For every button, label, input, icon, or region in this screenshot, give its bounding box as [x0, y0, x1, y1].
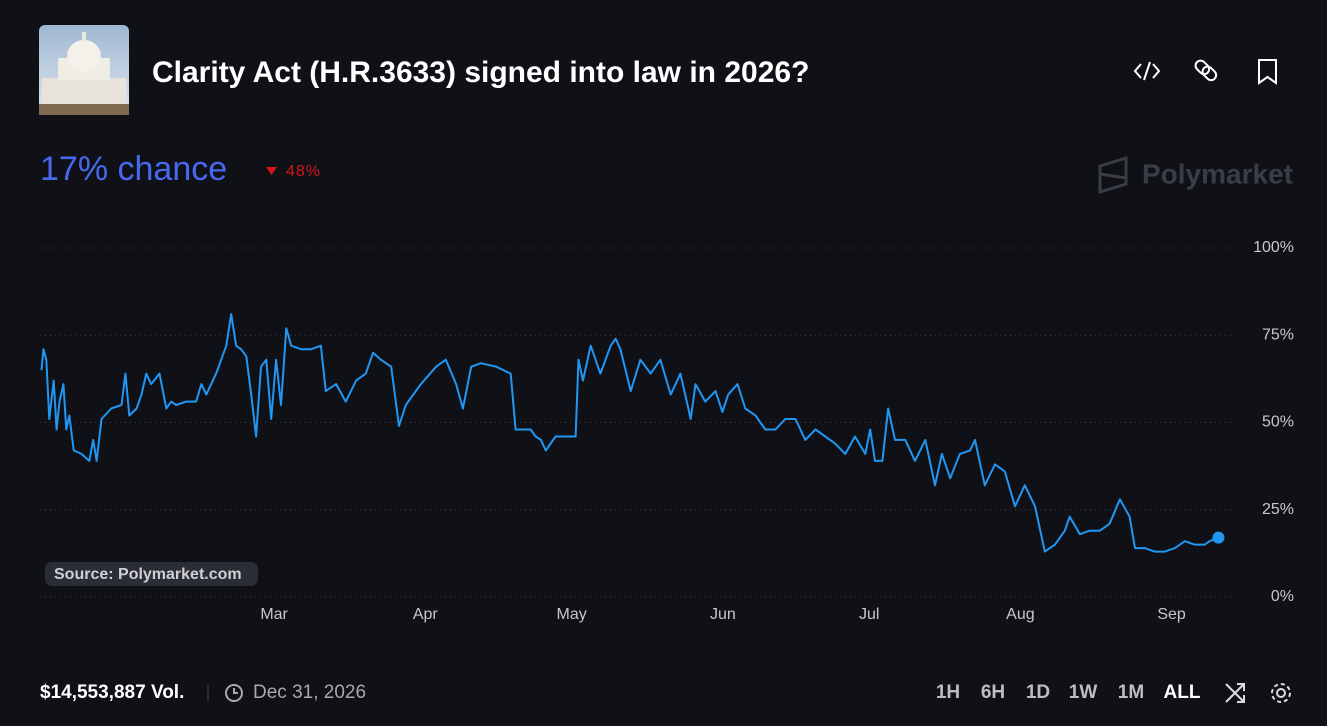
range-buttons: 1H 6H 1D 1W 1M ALL [936, 682, 1201, 703]
x-tick-label: Apr [413, 606, 439, 623]
volume: $14,553,887 Vol. [40, 682, 184, 703]
range-button[interactable]: 6H [981, 682, 1005, 703]
price-line [40, 313, 1219, 553]
down-arrow [266, 167, 277, 175]
clock-icon [225, 684, 243, 702]
x-tick-label: Sep [1157, 606, 1186, 623]
x-tick-label: Mar [260, 606, 288, 623]
source: Source: Polymarket.com [54, 566, 242, 583]
end-date: Dec 31, 2026 [253, 682, 366, 703]
range-button[interactable]: 1H [936, 682, 960, 703]
chance: 17% chance [40, 150, 227, 188]
y-tick-label: 0% [1271, 588, 1294, 605]
plot: 0% 25% 50% 75% 100% Mar Apr May Jun Jul Aug Sep [40, 239, 1294, 623]
shuffle-icon[interactable] [1225, 683, 1245, 703]
x-tick-label: Jun [710, 606, 736, 623]
x-tick-label: May [557, 606, 587, 623]
range-button[interactable]: 1M [1118, 682, 1144, 703]
x-tick-label: Aug [1006, 606, 1034, 623]
brand: Polymarket [1142, 158, 1293, 189]
range-button[interactable]: ALL [1164, 682, 1201, 703]
settings-icon[interactable] [1271, 683, 1291, 703]
bookmark-icon[interactable] [1258, 59, 1277, 85]
market-image [39, 25, 129, 115]
x-tick-label: Jul [859, 606, 879, 623]
last-point [1212, 531, 1225, 544]
range-button[interactable]: 1W [1069, 682, 1098, 703]
embed-icon[interactable] [1133, 61, 1161, 81]
y-tick-label: 25% [1262, 501, 1294, 518]
link-icon[interactable] [1194, 59, 1219, 83]
brand-logo [1098, 155, 1128, 195]
source-badge [45, 562, 258, 586]
y-tick-label: 50% [1262, 414, 1294, 431]
y-tick-label: 75% [1262, 326, 1294, 343]
range-button[interactable]: 1D [1026, 682, 1050, 703]
y-tick-label: 100% [1253, 239, 1294, 256]
change: 48% [286, 163, 321, 180]
title: Clarity Act (H.R.3633) signed into law i… [152, 56, 809, 89]
